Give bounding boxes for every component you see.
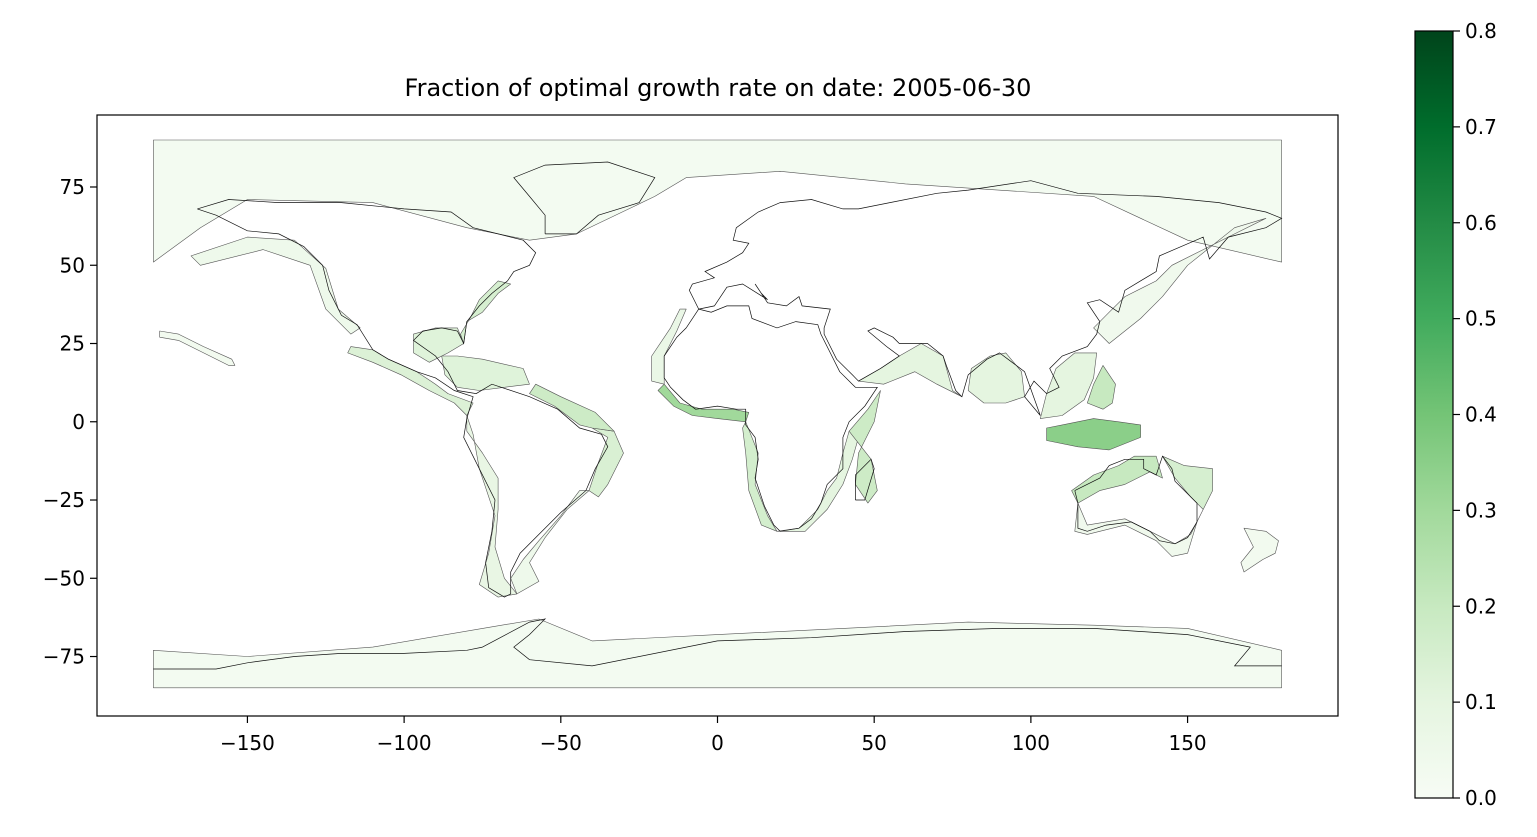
map-plot-area xyxy=(153,139,1283,689)
x-tick-label: −50 xyxy=(540,731,582,755)
region xyxy=(510,490,590,595)
region xyxy=(651,308,687,385)
colorbar xyxy=(1414,30,1454,799)
y-axis: 75 50 25 0 −25 −50 −75 xyxy=(43,175,97,669)
colorbar-axis: 0.0 0.1 0.2 0.3 0.4 0.5 0.6 0.7 0.8 xyxy=(1453,19,1497,810)
y-tick-label: −50 xyxy=(43,566,85,590)
colorbar-tick-label: 0.3 xyxy=(1465,498,1497,522)
region xyxy=(967,352,1025,404)
colorbar-tick-label: 0.0 xyxy=(1465,786,1497,810)
x-tick-label: 0 xyxy=(711,731,724,755)
region xyxy=(159,330,236,366)
region xyxy=(529,383,615,432)
x-tick-label: −150 xyxy=(220,731,275,755)
coastline xyxy=(1074,455,1198,545)
colorbar-tick-label: 0.1 xyxy=(1465,690,1497,714)
colorbar-tick-label: 0.6 xyxy=(1465,211,1497,235)
x-axis: −150 −100 −50 0 50 100 150 xyxy=(220,716,1207,755)
y-tick-label: 0 xyxy=(72,410,85,434)
coastline xyxy=(855,458,875,501)
x-tick-label: 150 xyxy=(1168,731,1206,755)
coastline xyxy=(197,199,609,598)
x-tick-label: 50 xyxy=(861,731,886,755)
y-tick-label: 50 xyxy=(60,253,85,277)
colorbar-tick-label: 0.7 xyxy=(1465,115,1497,139)
coastline xyxy=(513,161,656,235)
region xyxy=(153,618,1282,689)
colorbar-tick-label: 0.5 xyxy=(1465,307,1497,331)
region xyxy=(1240,527,1279,573)
region xyxy=(1046,418,1141,451)
region xyxy=(1162,455,1213,510)
coastline xyxy=(663,305,878,532)
coastline xyxy=(482,618,1282,667)
colorbar-tick-label: 0.8 xyxy=(1465,19,1497,43)
x-tick-label: −100 xyxy=(377,731,432,755)
region xyxy=(1087,365,1116,410)
y-tick-label: −75 xyxy=(43,645,85,669)
region xyxy=(190,236,361,335)
colorbar-tick-label: 0.4 xyxy=(1465,403,1497,427)
x-tick-label: 100 xyxy=(1012,731,1050,755)
region xyxy=(1093,218,1267,344)
colorbar-tick-label: 0.2 xyxy=(1465,594,1497,618)
region xyxy=(1040,352,1097,419)
coastlines-layer xyxy=(153,161,1283,670)
coastline xyxy=(153,646,483,670)
region xyxy=(413,327,465,363)
coastline xyxy=(688,180,1283,416)
y-tick-label: 25 xyxy=(60,332,85,356)
y-tick-label: −25 xyxy=(43,488,85,512)
region xyxy=(460,280,512,344)
y-tick-label: 75 xyxy=(60,175,85,199)
region xyxy=(1071,455,1163,504)
region xyxy=(441,355,530,391)
chart-title: Fraction of optimal growth rate on date:… xyxy=(405,74,1032,102)
